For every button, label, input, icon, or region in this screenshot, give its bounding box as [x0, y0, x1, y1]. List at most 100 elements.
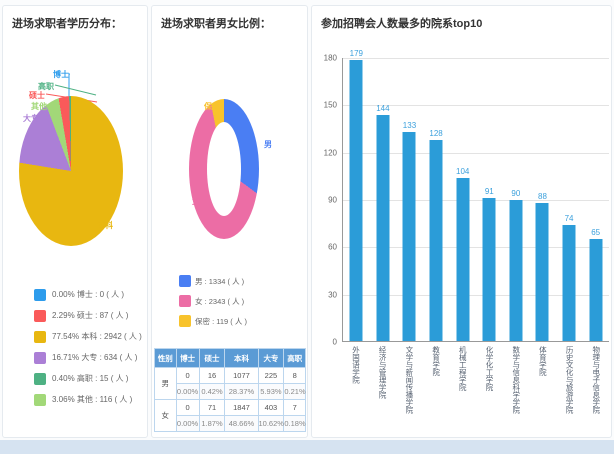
- bar[interactable]: [589, 238, 603, 341]
- bar-value-label: 88: [538, 191, 547, 201]
- x-axis-label: 数学与信息科学学院: [511, 346, 521, 414]
- x-axis-label: 物理与电子信息学院: [591, 346, 601, 414]
- bar-column: 128: [423, 58, 450, 341]
- legend-item[interactable]: 16.71% 大专 : 634 ( 人 ): [34, 347, 142, 368]
- percent-cell: 0.00%: [175, 415, 200, 432]
- education-pie-chart[interactable]: [19, 96, 123, 246]
- percent-cell: 0.18%: [283, 415, 306, 432]
- x-axis-label-slot: 经济与管理学院: [369, 346, 396, 438]
- percent-cell: 48.66%: [224, 415, 259, 432]
- bar[interactable]: [509, 199, 523, 341]
- pie-label-vocational: 高职: [38, 82, 54, 91]
- x-axis-label: 文学与新闻传播学院: [404, 346, 414, 414]
- legend-item[interactable]: 2.29% 硕士 : 87 ( 人 ): [34, 305, 142, 326]
- x-axis-label-slot: 文学与新闻传播学院: [395, 346, 422, 438]
- legend-item[interactable]: 3.06% 其他 : 116 ( 人 ): [34, 389, 142, 410]
- count-cell: 71: [198, 399, 226, 416]
- faculty-bar-chart[interactable]: 179 144 133 128 104 91 90 88 74 65: [342, 49, 609, 342]
- bar-value-label: 104: [455, 166, 470, 176]
- gender-title: 进场求职者男女比例：: [161, 18, 271, 30]
- bar[interactable]: [456, 177, 470, 341]
- legend-item[interactable]: 女 : 2343 ( 人 ): [179, 295, 244, 307]
- count-cell: 16: [198, 367, 226, 384]
- bar-value-label: 65: [591, 227, 601, 237]
- y-axis-tick: 90: [328, 195, 337, 205]
- x-axis-label-slot: 教育学院: [422, 346, 449, 438]
- legend-label: 女 : 2343 ( 人 ): [195, 296, 245, 306]
- gender-legend: 男 : 1334 ( 人 ) 女 : 2343 ( 人 ) 保密 : 119 ( 人…: [179, 275, 319, 335]
- legend-label: 男 : 1334 ( 人 ): [195, 276, 245, 286]
- table-header: 性别: [154, 348, 177, 368]
- gridline: [343, 152, 609, 154]
- gridline: [343, 294, 609, 296]
- bar-value-label: 74: [564, 213, 574, 223]
- count-cell: 0: [175, 399, 200, 416]
- bar[interactable]: [535, 202, 549, 341]
- legend-label: 0.40% 高职 : 15 ( 人 ): [52, 374, 129, 383]
- table-header: 高职: [283, 348, 306, 368]
- legend-swatch: [34, 309, 46, 322]
- y-axis-tick: 60: [328, 242, 337, 252]
- x-axis-label-slot: 历史文化与旅游学院: [556, 346, 583, 438]
- pie-label-college: 大专: [23, 114, 39, 123]
- count-cell: 1077: [224, 367, 259, 384]
- gridline: [343, 247, 609, 249]
- bar-value-label: 144: [376, 103, 390, 113]
- faculty-title: 参加招聘会人数最多的院系top10: [321, 18, 483, 30]
- bar-column: 91: [476, 58, 503, 341]
- education-legend: 0.00% 博士 : 0 ( 人 ) 2.29% 硕士 : 87 ( 人 ) 77.…: [34, 284, 142, 410]
- bar-column: 133: [396, 58, 423, 341]
- percent-cell: 28.37%: [224, 383, 259, 400]
- bar[interactable]: [376, 114, 390, 341]
- y-axis-tick: 120: [323, 148, 337, 158]
- x-axis-label: 化学化工学院: [484, 346, 494, 391]
- table-row: 男 0 16 1077 225 8: [154, 367, 306, 400]
- bar[interactable]: [429, 139, 443, 341]
- legend-swatch: [34, 288, 46, 301]
- bar-column: 65: [582, 58, 609, 341]
- x-axis-label: 体育学院: [538, 346, 548, 376]
- gender-donut-chart[interactable]: [189, 99, 259, 239]
- legend-item[interactable]: 0.40% 高职 : 15 ( 人 ): [34, 368, 142, 389]
- legend-label: 3.06% 其他 : 116 ( 人 ): [52, 395, 133, 404]
- y-axis-tick: 180: [323, 53, 337, 63]
- percent-cell: 1.87%: [198, 415, 226, 432]
- legend-item[interactable]: 77.54% 本科 : 2942 ( 人 ): [34, 326, 142, 347]
- count-cell: 7: [283, 399, 306, 416]
- legend-swatch: [34, 330, 46, 343]
- table-header: 博士: [175, 348, 200, 368]
- legend-swatch: [34, 372, 46, 385]
- bar[interactable]: [349, 59, 363, 341]
- count-cell: 403: [257, 399, 285, 416]
- y-axis-tick: 150: [323, 100, 337, 110]
- pie-label-bachelor: 本科: [97, 221, 113, 230]
- bar[interactable]: [482, 197, 496, 341]
- pie-label-master: 硕士: [29, 91, 45, 100]
- legend-item[interactable]: 男 : 1334 ( 人 ): [179, 275, 244, 287]
- faculty-panel: 参加招聘会人数最多的院系top10 180 150 120 90 60 30 0 179 14…: [311, 5, 612, 438]
- bar-value-label: 133: [402, 120, 417, 130]
- table-header: 本科: [224, 348, 259, 368]
- bar[interactable]: [402, 131, 416, 341]
- donut-hole: [207, 122, 241, 216]
- x-axis-label: 机械工程学院: [458, 346, 468, 391]
- x-axis-label-slot: 外国语学院: [342, 346, 369, 438]
- bar-column: 90: [503, 58, 530, 341]
- bar-value-label: 91: [484, 186, 494, 196]
- donut-label-secret: 保密: [204, 102, 220, 111]
- gridline: [343, 58, 609, 59]
- table-header: 大专: [257, 348, 285, 368]
- bar-column: 88: [529, 58, 556, 341]
- x-axis: 外国语学院 经济与管理学院 文学与新闻传播学院 教育学院 机械工程学院 化学化工学院 数学与…: [342, 346, 609, 438]
- bar[interactable]: [562, 224, 576, 341]
- donut-label-male: 男: [264, 140, 272, 149]
- legend-item[interactable]: 0.00% 博士 : 0 ( 人 ): [34, 284, 142, 305]
- x-axis-label: 外国语学院: [351, 346, 361, 384]
- count-cell: 225: [257, 367, 285, 384]
- legend-swatch: [179, 275, 191, 287]
- bar-column: 179: [343, 49, 370, 341]
- count-cell: 8: [283, 367, 306, 384]
- education-title: 进场求职者学历分布：: [12, 18, 122, 30]
- bar-column: 104: [449, 58, 476, 341]
- legend-item[interactable]: 保密 : 119 ( 人 ): [179, 315, 247, 327]
